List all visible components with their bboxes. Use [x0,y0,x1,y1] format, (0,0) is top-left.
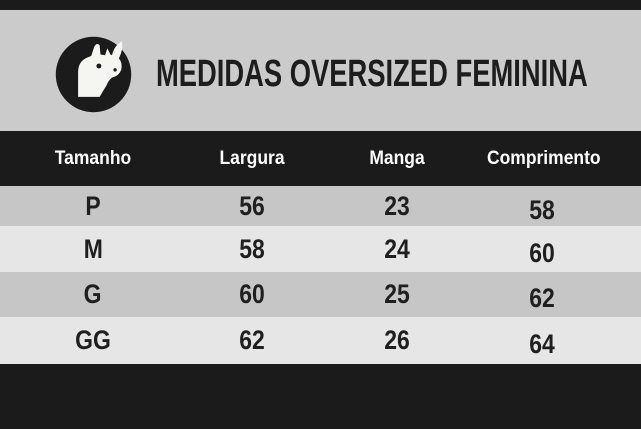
table-header-row: Tamanho Largura Manga Comprimento [0,131,641,186]
top-black-bar [0,0,641,10]
column-header-tamanho: Tamanho [54,147,132,169]
cell-comprimento: 58 [529,194,556,225]
cell-size: G [84,279,102,309]
table-row-m: M 58 24 60 [0,226,641,272]
cell-largura: 60 [239,279,265,309]
table-row-gg: GG 62 26 64 [0,317,641,364]
cell-comprimento: 60 [529,237,556,268]
cell-comprimento: 64 [529,329,556,359]
cell-size: P [85,190,101,221]
cell-largura: 56 [239,190,265,221]
cell-manga: 24 [384,233,410,264]
rhino-icon [55,36,132,113]
bottom-black-bar [0,364,641,429]
cell-largura: 62 [239,325,265,355]
column-header-manga: Manga [369,147,425,169]
brand-header: MEDIDAS OVERSIZED FEMININA [0,10,641,131]
column-header-largura: Largura [219,147,285,169]
cell-largura: 58 [239,233,265,264]
table-row-p: P 56 23 58 [0,186,641,226]
cell-size: M [83,233,103,264]
cell-manga: 23 [384,190,410,221]
column-header-comprimento: Comprimento [486,147,601,169]
cell-manga: 25 [384,279,410,309]
cell-manga: 26 [384,325,410,355]
cell-comprimento: 62 [529,283,556,313]
page-title: MEDIDAS OVERSIZED FEMININA [156,53,588,95]
cell-size: GG [75,325,111,355]
table-row-g: G 60 25 62 [0,272,641,317]
